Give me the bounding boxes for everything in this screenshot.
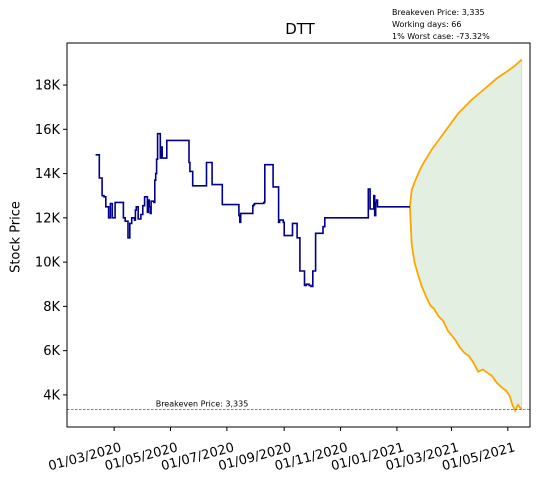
y-tick-label: 8K [43, 300, 60, 315]
forecast-upper-line [409, 58, 523, 207]
forecast-lower-line [409, 206, 523, 413]
breakeven-label: Breakeven Price: 3,335 [156, 400, 249, 409]
y-tick-label: 10K [35, 256, 61, 271]
y-tick-label: 18K [35, 79, 61, 94]
forecast-band [409, 58, 523, 412]
y-tick-label: 16K [35, 123, 61, 138]
annotation-worst-case: 1% Worst case: -73.32% [392, 32, 490, 41]
plot-frame [66, 42, 531, 428]
price-history-line [95, 132, 410, 288]
annotation-working-days: Working days: 66 [392, 20, 462, 29]
chart-title: DTT [285, 20, 315, 38]
y-tick-label: 6K [43, 344, 60, 359]
y-tick-label: 4K [43, 388, 60, 403]
y-tick-label: 14K [35, 167, 61, 182]
y-tick-label: 12K [35, 211, 61, 226]
annotation-breakeven: Breakeven Price: 3,335 [392, 8, 485, 17]
